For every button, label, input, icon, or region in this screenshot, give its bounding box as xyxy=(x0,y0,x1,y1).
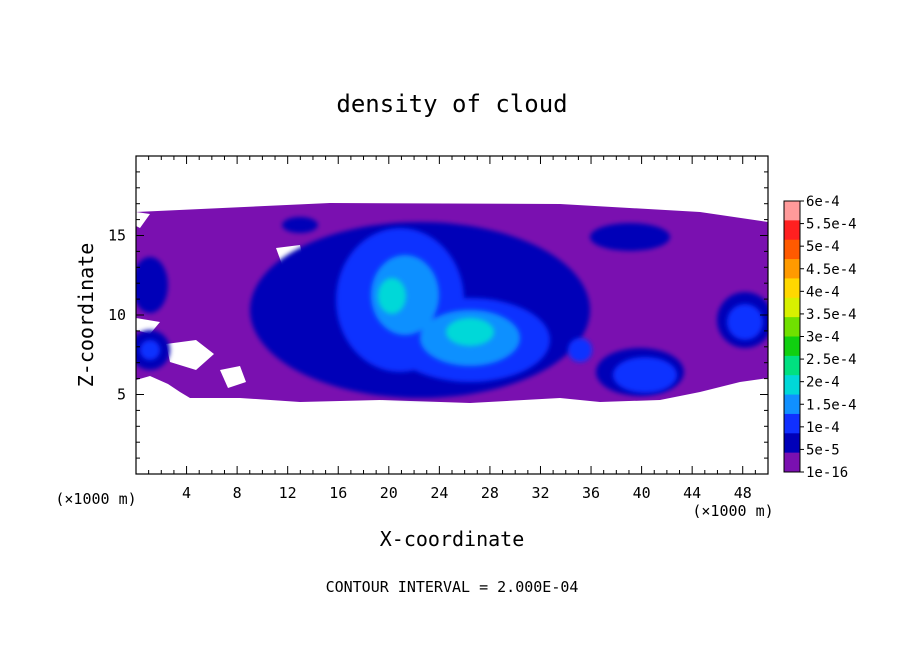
x-unit-label: (×1000 m) xyxy=(692,502,773,520)
x-tick-label: 44 xyxy=(683,484,701,502)
x-ticks: 4 8 12 16 20 24 28 32 36 40 44 48 xyxy=(148,156,756,502)
colorbar-label: 2.5e-4 xyxy=(806,352,857,368)
colorbar-swatch xyxy=(784,413,800,434)
colorbar-label: 3e-4 xyxy=(806,330,840,346)
x-tick-label: 20 xyxy=(380,484,398,502)
x-tick-label: 4 xyxy=(182,484,191,502)
x-tick-label: 32 xyxy=(531,484,549,502)
colorbar-label: 5e-5 xyxy=(806,442,840,458)
y-tick-label: 15 xyxy=(108,227,126,245)
x-tick-label: 8 xyxy=(233,484,242,502)
colorbar-swatch xyxy=(784,355,800,376)
colorbar-swatch xyxy=(784,297,800,318)
x-tick-label: 48 xyxy=(734,484,752,502)
colorbar-label: 1e-4 xyxy=(806,420,840,436)
x-tick-label: 36 xyxy=(582,484,600,502)
x-tick-label: 12 xyxy=(279,484,297,502)
colorbar-swatch xyxy=(784,220,800,241)
cloud-region-2e-4 xyxy=(378,278,494,346)
colorbar-label: 2e-4 xyxy=(806,375,840,391)
colorbar-label: 5.5e-4 xyxy=(806,217,857,233)
plot-area xyxy=(136,156,768,474)
x-tick-label: 40 xyxy=(633,484,651,502)
colorbar-swatch xyxy=(784,278,800,299)
colorbar-swatch xyxy=(784,239,800,260)
y-tick-label: 10 xyxy=(108,306,126,324)
colorbar-swatch xyxy=(784,394,800,415)
y-unit-label: (×1000 m) xyxy=(55,490,136,508)
colorbar-label: 1.5e-4 xyxy=(806,397,857,413)
colorbar-label: 4e-4 xyxy=(806,284,840,300)
y-tick-label: 5 xyxy=(117,386,126,404)
chart-title: density of cloud xyxy=(336,90,567,118)
colorbar-swatch xyxy=(784,259,800,279)
colorbar-label: 4.5e-4 xyxy=(806,262,857,278)
x-tick-label: 16 xyxy=(329,484,347,502)
contour-interval-note: CONTOUR INTERVAL = 2.000E-04 xyxy=(326,578,579,596)
colorbar: 6e-4 5.5e-4 5e-4 4.5e-4 4e-4 3.5e-4 3e-4 2.5e-4… xyxy=(783,194,857,481)
colorbar-label: 6e-4 xyxy=(806,194,840,210)
x-tick-label: 28 xyxy=(481,484,499,502)
y-axis-label: Z-coordinate xyxy=(74,243,98,388)
colorbar-label: 1e-16 xyxy=(806,465,848,481)
colorbar-swatch xyxy=(784,317,800,337)
colorbar-swatch xyxy=(784,452,800,473)
colorbar-swatch xyxy=(784,375,800,396)
x-tick-label: 24 xyxy=(430,484,448,502)
colorbar-label: 3.5e-4 xyxy=(806,307,857,323)
colorbar-swatch xyxy=(784,201,800,221)
colorbar-swatch xyxy=(784,433,800,454)
y-ticks: 5 10 15 xyxy=(108,171,768,459)
colorbar-label: 5e-4 xyxy=(806,239,840,255)
x-axis-label: X-coordinate xyxy=(380,527,525,551)
colorbar-swatch xyxy=(784,336,800,357)
